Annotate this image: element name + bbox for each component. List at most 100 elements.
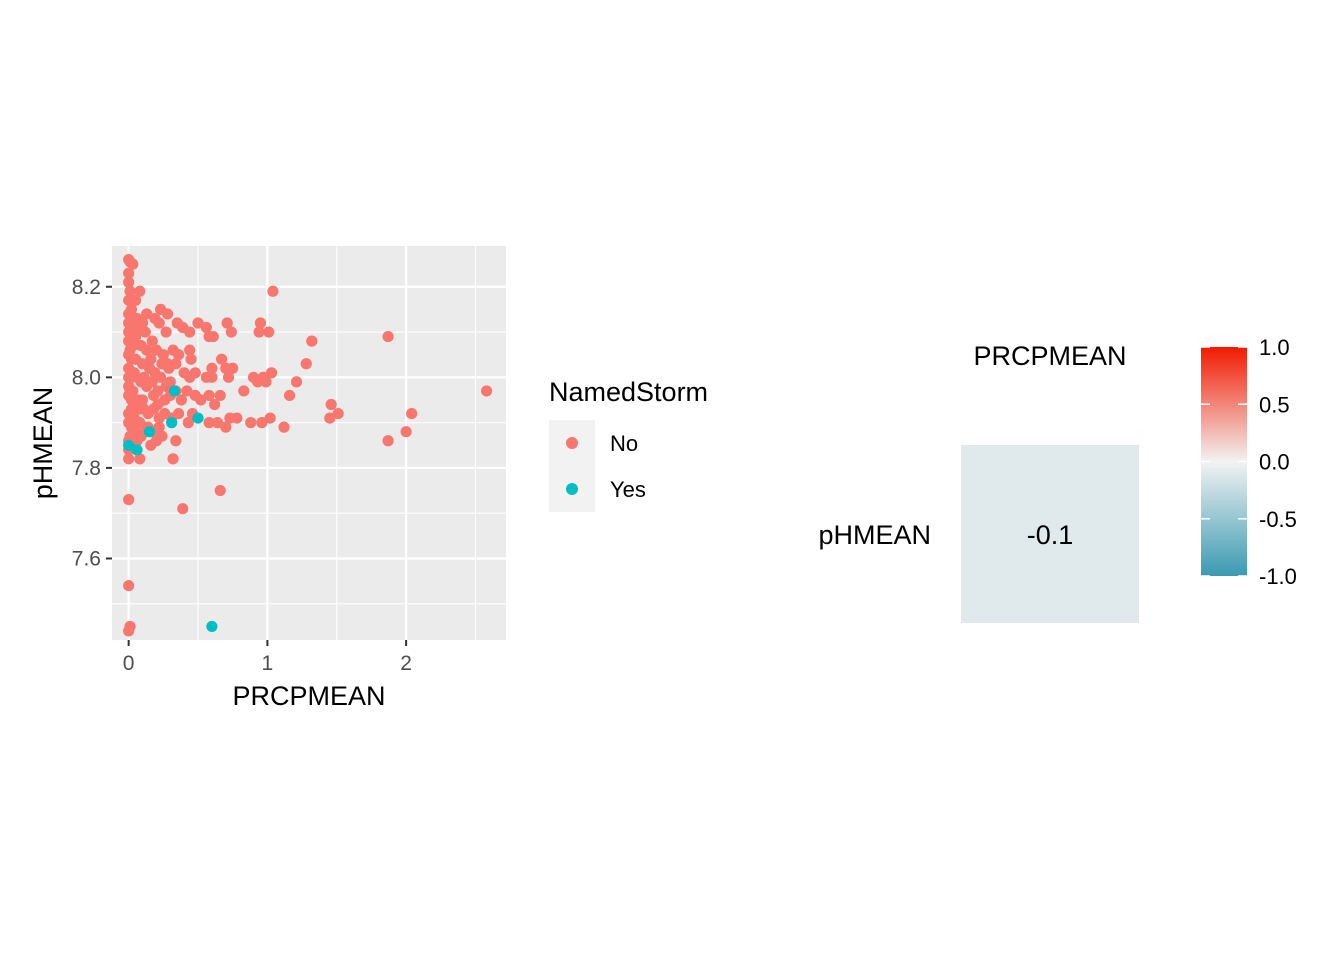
data-point — [181, 385, 193, 397]
data-point — [211, 417, 224, 429]
heatmap-cell — [961, 445, 1139, 623]
data-point — [192, 412, 204, 424]
data-point — [306, 335, 318, 347]
colorbar: 1.0 0.5 0.0 -0.5 -1.0 — [1201, 335, 1297, 589]
data-point — [185, 353, 197, 365]
data-point — [124, 620, 136, 633]
data-point — [172, 349, 185, 361]
data-point — [131, 371, 143, 383]
data-point — [134, 453, 146, 465]
data-point — [480, 385, 493, 397]
data-point — [300, 358, 312, 370]
data-point — [132, 394, 144, 406]
data-point — [123, 371, 135, 383]
data-point — [203, 389, 215, 402]
data-point — [220, 421, 232, 433]
data-point — [253, 326, 265, 338]
data-point — [159, 394, 171, 406]
data-point — [127, 258, 139, 270]
data-point — [189, 367, 201, 379]
data-point — [143, 426, 156, 438]
data-point — [154, 371, 167, 383]
data-point — [260, 376, 272, 388]
legend-key-no — [566, 437, 578, 449]
data-point — [123, 308, 135, 320]
data-point — [245, 417, 257, 429]
data-point — [203, 417, 215, 429]
data-point — [184, 344, 196, 356]
data-point — [153, 317, 165, 329]
heatmap-cell-value: -0.1 — [1027, 520, 1074, 550]
data-point — [124, 344, 136, 356]
data-point — [157, 349, 169, 361]
data-point — [146, 335, 158, 347]
colorbar-tick-label: -0.5 — [1259, 507, 1297, 532]
data-point — [214, 484, 226, 497]
series-yes — [123, 385, 218, 633]
data-point — [131, 444, 143, 456]
data-point — [231, 412, 243, 424]
data-point — [123, 580, 135, 592]
series-no — [123, 253, 493, 637]
data-point — [283, 389, 296, 402]
legend-label-no: No — [610, 431, 638, 456]
data-point — [324, 412, 336, 424]
data-point — [175, 394, 187, 406]
data-point — [264, 412, 276, 424]
data-point — [164, 376, 176, 388]
y-tick-label: 8.2 — [72, 276, 101, 299]
data-point — [256, 417, 268, 429]
data-point — [225, 326, 237, 338]
data-point — [134, 285, 146, 297]
data-point — [200, 321, 212, 334]
data-point — [332, 407, 344, 420]
data-point — [172, 407, 185, 420]
data-point — [406, 407, 418, 420]
data-point — [265, 367, 278, 379]
scatter-points — [123, 253, 493, 637]
data-point — [227, 362, 239, 374]
scatter-plot: 0 1 2 7.6 7.8 8.0 8.2 PRCPMEAN pHMEAN — [28, 246, 506, 711]
data-point — [254, 317, 267, 329]
data-point — [290, 376, 303, 388]
data-point — [128, 335, 140, 347]
data-point — [209, 398, 221, 411]
legend-label-yes: Yes — [610, 477, 646, 502]
x-tick-label: 1 — [262, 652, 274, 675]
data-point — [141, 344, 153, 356]
data-point — [215, 353, 228, 365]
legend-title: NamedStorm — [549, 377, 708, 407]
data-point — [325, 398, 337, 411]
data-point — [177, 503, 189, 515]
data-point — [214, 389, 226, 402]
data-point — [238, 385, 250, 397]
data-point — [278, 421, 290, 433]
data-point — [143, 376, 156, 388]
data-point — [148, 389, 160, 402]
data-point — [132, 321, 144, 334]
colorbar-tick-label: 0.5 — [1259, 392, 1290, 417]
y-tick-label: 7.8 — [72, 457, 101, 480]
data-point — [170, 358, 182, 370]
data-point — [124, 285, 136, 297]
legend-key-yes — [566, 483, 578, 495]
data-point — [222, 371, 235, 383]
data-point — [166, 417, 178, 429]
data-point — [123, 453, 135, 465]
data-point — [167, 453, 179, 465]
data-point — [153, 421, 165, 433]
data-point — [400, 426, 412, 438]
y-axis-title: pHMEAN — [28, 387, 58, 500]
data-point — [145, 353, 157, 365]
data-point — [221, 317, 233, 329]
colorbar-tick-label: 1.0 — [1259, 335, 1290, 360]
data-point — [127, 385, 139, 397]
data-point — [170, 435, 182, 447]
data-point — [382, 435, 394, 447]
data-point — [123, 439, 135, 451]
data-point — [195, 394, 207, 406]
x-tick-label: 2 — [400, 652, 412, 675]
data-point — [131, 435, 143, 447]
y-tick-label: 8.0 — [72, 366, 101, 389]
